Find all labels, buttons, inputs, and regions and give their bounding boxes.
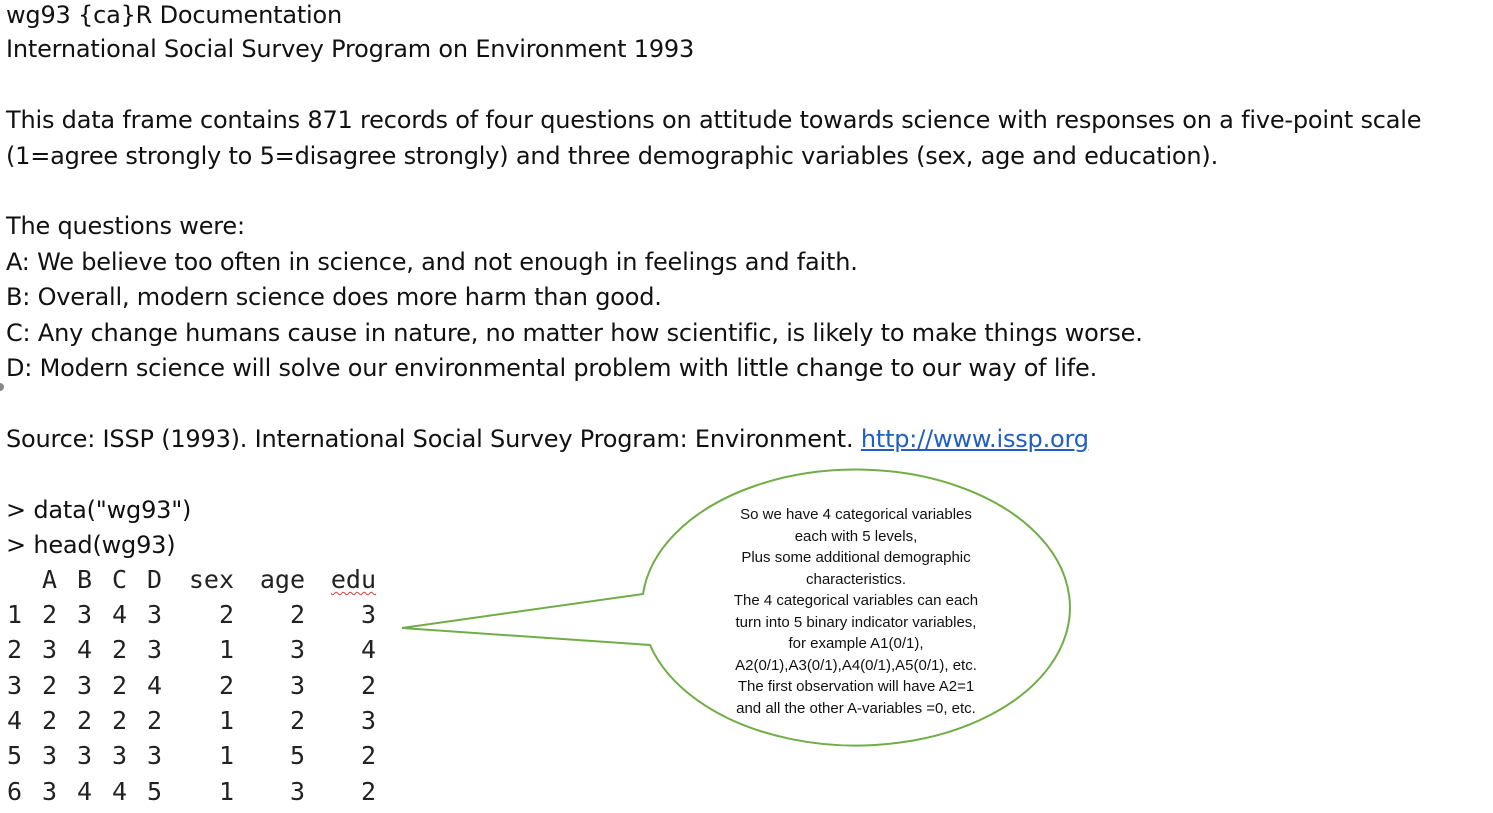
row-index: 3	[7, 670, 23, 700]
cell-age: 3	[289, 776, 305, 806]
source-text: Source: ISSP (1993). International Socia…	[6, 425, 861, 453]
callout-line: for example A1(0/1),	[788, 635, 924, 652]
cell-a: 3	[42, 635, 58, 665]
row-index: 5	[7, 741, 23, 771]
column-header-a: A	[42, 565, 58, 594]
cell-sex: 1	[218, 705, 234, 735]
cell-edu: 2	[360, 776, 376, 806]
cell-c: 2	[112, 635, 128, 665]
cell-edu: 2	[360, 741, 376, 771]
speech-bubble-outline	[401, 468, 1071, 747]
callout-line: characteristics.	[805, 570, 907, 588]
cell-a: 3	[42, 776, 58, 806]
source-link[interactable]: http://www.issp.org	[860, 425, 1089, 453]
row-index: 1	[7, 600, 23, 629]
console-command-data: > data("wg93")	[6, 496, 192, 524]
callout-line: Plus some additional demographic	[741, 549, 971, 566]
cell-sex: 1	[218, 635, 234, 665]
margin-marker	[0, 383, 4, 391]
description-line-1: This data frame contains 871 records of …	[6, 106, 1422, 134]
column-header-age: age	[259, 565, 305, 594]
cell-d: 3	[147, 600, 163, 629]
question-c: C: Any change humans cause in nature, no…	[6, 319, 1143, 347]
column-header-c: C	[112, 565, 128, 594]
row-index: 4	[7, 705, 23, 735]
cell-b: 3	[77, 600, 93, 629]
cell-c: 2	[112, 705, 128, 735]
cell-edu: 3	[360, 600, 376, 629]
cell-age: 2	[289, 600, 305, 629]
callout-line: A2(0/1),A3(0/1),A4(0/1),A5(0/1), etc.	[735, 656, 977, 674]
cell-c: 4	[112, 600, 128, 629]
cell-age: 3	[289, 670, 305, 700]
source-line: Source: ISSP (1993). International Socia…	[6, 424, 1089, 454]
column-header-sex: sex	[188, 565, 234, 594]
callout-text: So we have 4 categorical variables each w…	[710, 504, 1002, 719]
column-header-b: B	[77, 565, 93, 594]
cell-sex: 1	[218, 776, 234, 806]
cell-a: 2	[42, 705, 58, 735]
row-index: 6	[7, 776, 23, 806]
column-header-edu: edu	[330, 565, 376, 594]
question-b: B: Overall, modern science does more har…	[6, 283, 662, 311]
cell-b: 3	[77, 741, 93, 771]
cell-b: 4	[77, 635, 93, 665]
cell-a: 3	[42, 741, 58, 771]
cell-c: 2	[112, 670, 128, 700]
doc-header: wg93 {ca}R Documentation	[6, 1, 342, 29]
callout-line: and all the other A-variables =0, etc.	[736, 699, 976, 717]
cell-sex: 2	[218, 670, 234, 700]
callout-line: The first observation will have A2=1	[737, 678, 975, 695]
cell-b: 2	[77, 705, 93, 735]
callout-line: So we have 4 categorical variables	[740, 506, 972, 523]
column-header-d: D	[147, 565, 163, 594]
cell-a: 2	[42, 600, 58, 629]
cell-c: 4	[112, 776, 128, 806]
row-index: 2	[7, 635, 23, 665]
callout-line: turn into 5 binary indicator variables,	[735, 613, 977, 631]
cell-age: 5	[289, 741, 305, 771]
cell-d: 5	[147, 776, 163, 806]
cell-edu: 3	[360, 705, 376, 735]
cell-sex: 2	[218, 600, 234, 629]
description-line-2: (1=agree strongly to 5=disagree strongly…	[6, 142, 1218, 170]
cell-b: 4	[77, 776, 93, 806]
cell-d: 3	[147, 741, 163, 771]
doc-title: International Social Survey Program on E…	[6, 35, 695, 63]
callout-line: each with 5 levels,	[794, 527, 918, 545]
cell-d: 2	[147, 705, 163, 735]
console-command-head: > head(wg93)	[6, 531, 176, 559]
questions-heading: The questions were:	[6, 212, 245, 240]
cell-age: 2	[289, 705, 305, 735]
cell-edu: 2	[360, 670, 376, 700]
question-d: D: Modern science will solve our environ…	[6, 354, 1098, 382]
cell-d: 4	[147, 670, 163, 700]
cell-a: 2	[42, 670, 58, 700]
callout-line: The 4 categorical variables can each	[733, 592, 979, 609]
cell-d: 3	[147, 635, 163, 665]
cell-sex: 1	[218, 741, 234, 771]
cell-c: 3	[112, 741, 128, 771]
cell-age: 3	[289, 635, 305, 665]
cell-b: 3	[77, 670, 93, 700]
question-a: A: We believe too often in science, and …	[6, 248, 858, 276]
cell-edu: 4	[360, 635, 376, 665]
